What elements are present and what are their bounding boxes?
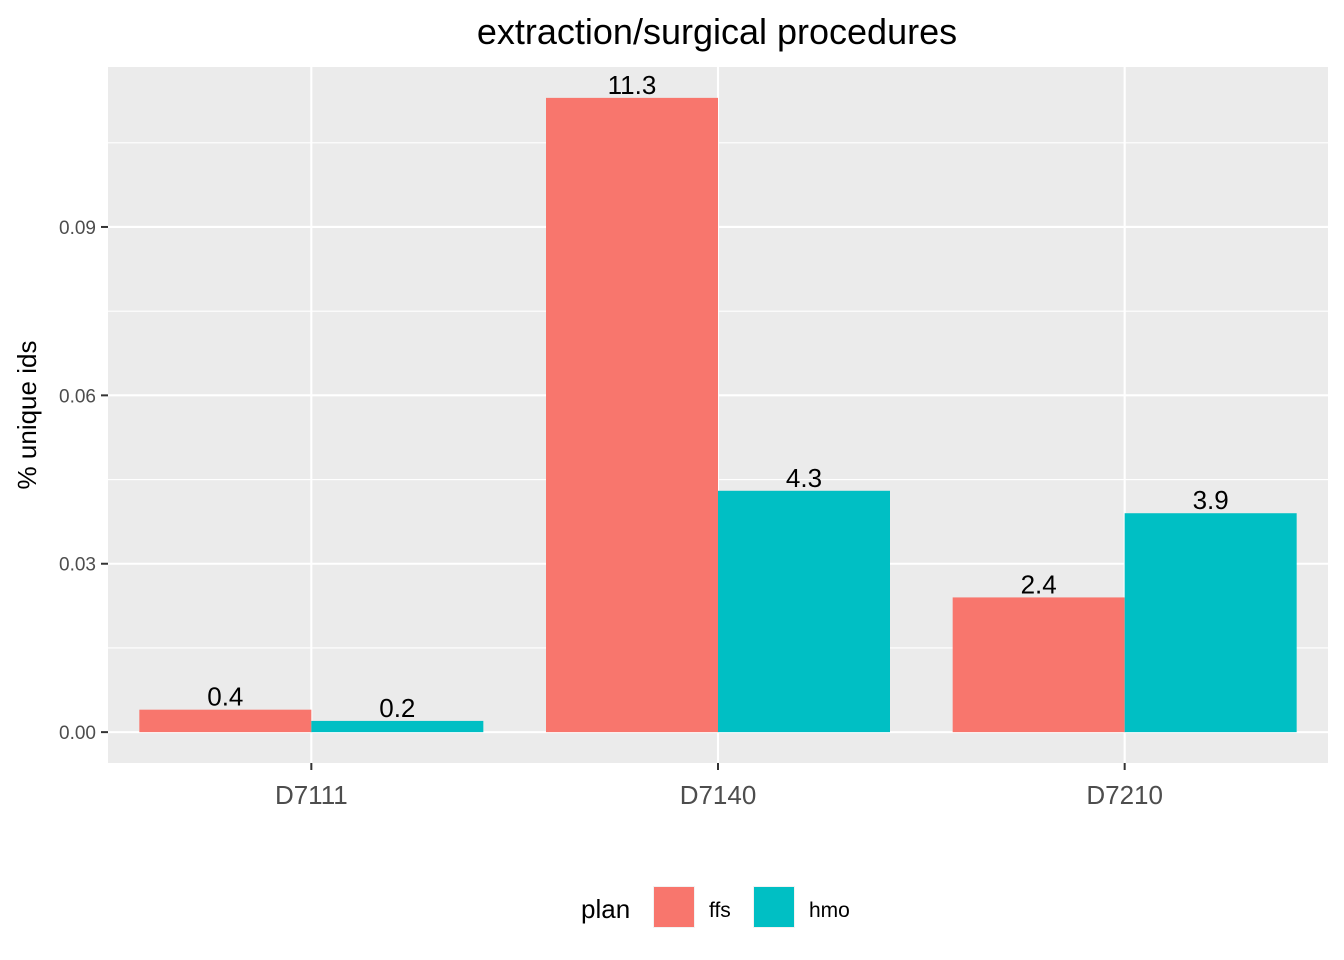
bar-label-hmo-D7140: 4.3 [786,463,822,493]
bar-ffs-D7111 [139,709,312,733]
bar-label-ffs-D7210: 2.4 [1021,569,1057,599]
y-tick-label: 0.03 [59,555,96,576]
y-tick-label: 0.09 [59,218,96,239]
y-tick-label: 0.06 [59,386,96,407]
legend-label-hmo: hmo [809,899,850,922]
y-tick-label: 0.00 [59,723,96,744]
bar-hmo-D7111 [311,720,484,733]
x-tick-label: D7210 [1086,780,1163,810]
bar-label-ffs-D7140: 11.3 [608,70,657,100]
chart-title: extraction/surgical procedures [477,11,957,52]
y-axis: 0.00 0.03 0.06 0.09 [59,218,108,744]
bars [139,97,1297,733]
legend: plan ffs hmo [581,886,850,928]
bar-hmo-D7140 [718,490,890,733]
bar-label-hmo-D7210: 3.9 [1193,485,1229,515]
legend-swatch-hmo [754,887,794,927]
bar-ffs-D7140 [546,97,718,733]
bar-hmo-D7210 [1124,513,1297,733]
legend-title: plan [581,894,630,924]
x-tick-label: D7140 [680,780,757,810]
bar-label-hmo-D7111: 0.2 [379,693,415,723]
y-axis-title: % unique ids [12,341,42,490]
bar-ffs-D7210 [952,597,1125,733]
x-axis: D7111 D7140 D7210 [275,763,1163,810]
x-tick-label: D7111 [275,780,348,810]
legend-swatch-ffs [654,887,694,927]
bar-value-labels: 0.4 0.2 11.3 4.3 2.4 3.9 [207,70,1228,723]
legend-label-ffs: ffs [709,899,731,922]
bar-label-ffs-D7111: 0.4 [207,682,243,712]
